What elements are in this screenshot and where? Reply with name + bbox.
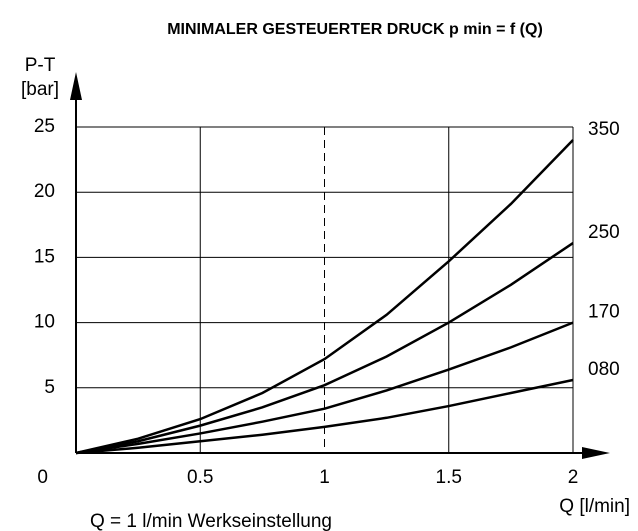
- annotation: Q = 1 l/min Werkseinstellung: [90, 511, 332, 531]
- series-label: 170: [588, 302, 620, 323]
- y-axis-arrow: [70, 72, 82, 100]
- y-tick-label: 5: [44, 377, 55, 398]
- series-label: 080: [588, 359, 620, 380]
- y-tick-label: 20: [34, 181, 55, 202]
- y-axis-label: P-T: [25, 55, 56, 76]
- line: [75, 139, 574, 455]
- x-tick-label: 1: [319, 467, 330, 488]
- y-axis-label: [bar]: [21, 79, 59, 100]
- x-tick-label: 0.5: [187, 467, 213, 488]
- line: [75, 321, 574, 455]
- y-tick-label: 25: [34, 116, 55, 137]
- x-tick-label: 2: [568, 467, 579, 488]
- x-tick-label: 1.5: [436, 467, 462, 488]
- y-tick-label: 0: [37, 467, 48, 488]
- series-label: 250: [588, 222, 620, 243]
- y-tick-label: 10: [34, 312, 55, 333]
- chart-title: MINIMALER GESTEUERTER DRUCK p min = f (Q…: [167, 21, 543, 38]
- line: [75, 242, 574, 455]
- y-tick-label: 15: [34, 246, 55, 267]
- series-label: 350: [588, 119, 620, 140]
- x-axis-label: Q [l/min]: [559, 496, 630, 517]
- line: [75, 378, 574, 455]
- x-axis-arrow: [582, 447, 610, 459]
